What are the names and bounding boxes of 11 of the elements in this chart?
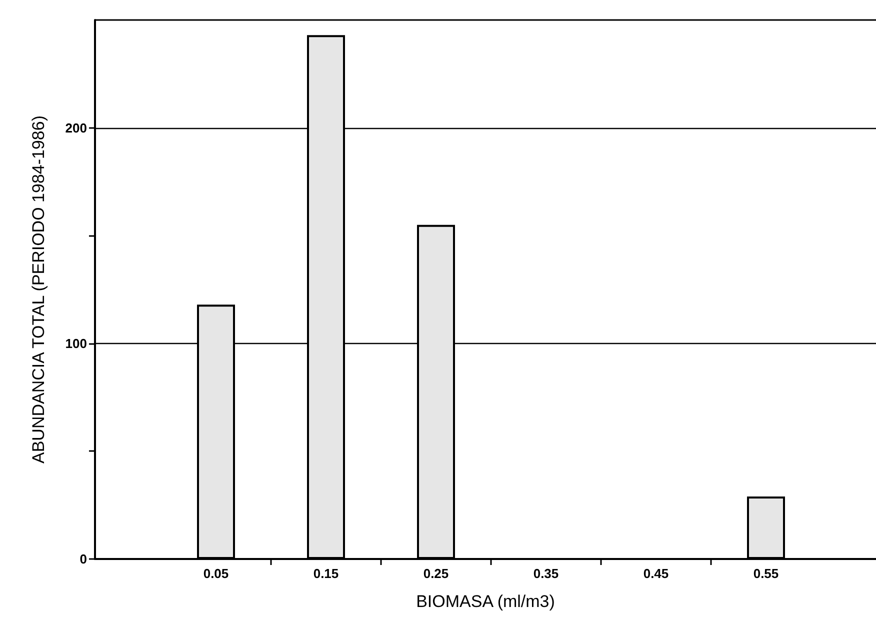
x-tick-label: 0.35 [533,566,559,581]
x-axis-title: BIOMASA (ml/m3) [416,592,555,611]
y-tick-label: 200 [65,120,87,136]
y-tick-label: 100 [65,336,87,351]
x-tick-label: 0.55 [753,566,779,581]
x-tick-label: 0.45 [643,566,669,581]
x-tick-label: 0.05 [203,566,229,581]
y-axis-title: ABUNDANCIA TOTAL (PERIODO 1984-1986) [29,116,48,464]
x-tick-label: 0.15 [313,566,339,581]
y-tick-label: 0 [80,552,87,566]
x-tick-label: 0.25 [423,566,449,581]
